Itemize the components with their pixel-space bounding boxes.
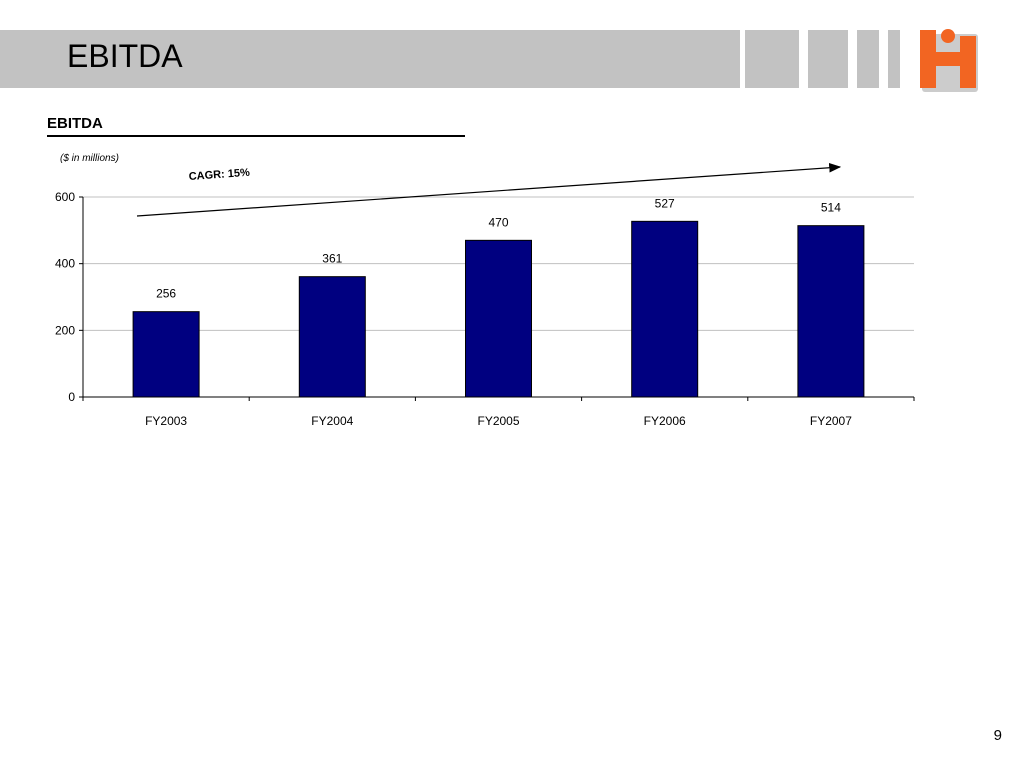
units-note: ($ in millions) bbox=[60, 153, 119, 164]
y-tick-label: 600 bbox=[55, 190, 75, 204]
bar bbox=[797, 225, 865, 398]
x-tick-label: FY2004 bbox=[311, 414, 353, 428]
bar-data-label: 361 bbox=[322, 252, 342, 266]
y-tick-label: 0 bbox=[68, 390, 75, 404]
header-block bbox=[857, 30, 879, 88]
section-divider bbox=[47, 135, 465, 137]
bar bbox=[132, 311, 200, 398]
bar-data-label: 470 bbox=[488, 215, 508, 229]
x-tick-label: FY2003 bbox=[145, 414, 187, 428]
company-logo-icon bbox=[920, 29, 978, 92]
bar bbox=[298, 276, 366, 398]
header-block bbox=[745, 30, 799, 88]
bar-data-label: 527 bbox=[655, 196, 675, 210]
y-tick-label: 400 bbox=[55, 257, 75, 271]
bar-data-label: 256 bbox=[156, 287, 176, 301]
bar-data-label: 514 bbox=[821, 201, 841, 215]
page-title: EBITDA bbox=[67, 38, 183, 74]
page-number: 9 bbox=[993, 727, 1002, 744]
cagr-trend-arrow bbox=[136, 162, 842, 217]
x-tick-label: FY2007 bbox=[810, 414, 852, 428]
bar bbox=[465, 239, 532, 398]
chart-section-title: EBITDA bbox=[47, 115, 103, 132]
cagr-annotation: CAGR: 15% bbox=[188, 167, 250, 183]
y-tick-label: 200 bbox=[55, 323, 75, 337]
bar bbox=[631, 220, 699, 398]
header-band bbox=[0, 30, 740, 88]
x-tick-label: FY2005 bbox=[477, 414, 519, 428]
x-tick-label: FY2006 bbox=[644, 414, 686, 428]
header-block bbox=[808, 30, 848, 88]
header-block bbox=[888, 30, 900, 88]
